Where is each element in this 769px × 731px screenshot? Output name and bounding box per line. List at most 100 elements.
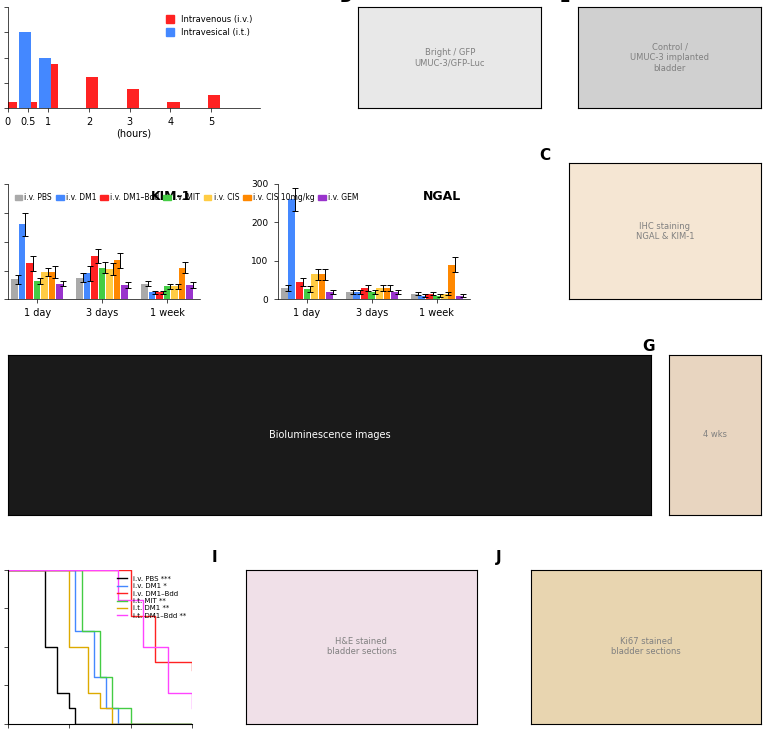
Bar (39, 58, 52, 108)
Text: D: D (340, 0, 352, 5)
i.v. DM1–Bdd (3, 565, 12, 574)
Bar (178, 268, 185, 300)
i.t. MIT ** (126, 719, 135, 728)
Bar (26, 263, 33, 300)
Text: H&E stained
bladder sections: H&E stained bladder sections (327, 637, 396, 656)
Bar (376, 288, 383, 300)
Bar (76, 278, 83, 300)
Bar (18, 32, 31, 108)
Text: Bright / GFP
UMUC-3/GFP-Luc: Bright / GFP UMUC-3/GFP-Luc (414, 48, 485, 67)
Bar (426, 294, 433, 300)
i.v. PBS *** (40, 643, 49, 651)
Line: i.v. DM1–Bdd: i.v. DM1–Bdd (8, 569, 192, 670)
i.t. MIT ** (3, 565, 12, 574)
i.v. DM1–Bdd (151, 658, 160, 667)
Bar (354, 292, 360, 300)
Line: i.v. PBS ***: i.v. PBS *** (8, 569, 192, 724)
i.v. PBS *** (65, 704, 74, 713)
Bar (441, 294, 448, 300)
i.v. DM1 * (89, 673, 98, 682)
i.t. DM1 ** (3, 565, 12, 574)
i.t. DM1 ** (83, 689, 92, 697)
Bar (311, 274, 318, 300)
Text: E: E (560, 0, 570, 5)
i.t. DM1–Bdd ** (188, 704, 197, 713)
Bar (86, 77, 98, 108)
Bar (48, 272, 55, 300)
i.t. MIT ** (77, 627, 86, 636)
Bar (346, 292, 353, 300)
Bar (148, 292, 155, 300)
i.v. DM1–Bdd (89, 565, 98, 574)
Bar (168, 102, 180, 108)
Bar (91, 256, 98, 300)
i.v. PBS *** (188, 719, 197, 728)
Bar (98, 268, 105, 300)
Bar (34, 281, 41, 300)
i.v. DM1 * (114, 719, 123, 728)
Bar (434, 295, 440, 300)
i.t. MIT ** (52, 565, 62, 574)
Text: KIM-1: KIM-1 (151, 189, 191, 202)
i.t. DM1 ** (95, 704, 105, 713)
i.v. PBS *** (3, 565, 12, 574)
Bar (368, 292, 375, 300)
Bar (391, 292, 398, 300)
Legend: Intravenous (i.v.), Intravesical (i.t.): Intravenous (i.v.), Intravesical (i.t.) (162, 12, 255, 40)
Bar (127, 89, 139, 108)
i.t. DM1 ** (188, 719, 197, 728)
Text: J: J (496, 550, 501, 565)
i.t. DM1 ** (46, 565, 55, 574)
Bar (361, 288, 368, 300)
Text: Bioluminescence images: Bioluminescence images (268, 430, 390, 439)
Bar (418, 295, 425, 300)
i.v. DM1–Bdd (188, 665, 197, 674)
Bar (25, 102, 38, 108)
Bar (326, 292, 333, 300)
Text: G: G (642, 339, 654, 355)
Bar (156, 292, 163, 300)
Bar (106, 269, 113, 300)
i.v. PBS *** (71, 719, 80, 728)
Bar (114, 260, 121, 300)
Bar (122, 285, 128, 300)
X-axis label: (hours): (hours) (116, 129, 151, 138)
Bar (456, 295, 463, 300)
Bar (296, 282, 303, 300)
Bar (318, 274, 325, 300)
Bar (448, 265, 455, 300)
Text: 4 wks: 4 wks (704, 430, 727, 439)
i.v. PBS *** (52, 689, 62, 697)
Bar (288, 200, 295, 300)
Bar (141, 284, 148, 300)
i.v. DM1 * (52, 565, 62, 574)
Bar (42, 272, 48, 300)
Line: i.v. DM1 *: i.v. DM1 * (8, 569, 192, 724)
Bar (304, 289, 311, 300)
i.v. DM1 * (188, 719, 197, 728)
Bar (384, 288, 391, 300)
Bar (186, 285, 193, 300)
i.t. MIT ** (188, 719, 197, 728)
Line: i.t. DM1 **: i.t. DM1 ** (8, 569, 192, 724)
Bar (208, 96, 220, 108)
i.t. DM1 ** (65, 643, 74, 651)
Text: NGAL: NGAL (422, 189, 461, 202)
Bar (281, 288, 288, 300)
Bar (84, 273, 90, 300)
i.v. DM1 * (3, 565, 12, 574)
i.t. DM1–Bdd ** (138, 643, 148, 651)
Bar (11, 279, 18, 300)
i.t. MIT ** (108, 704, 117, 713)
Bar (18, 224, 25, 300)
Text: Ki67 stained
bladder sections: Ki67 stained bladder sections (611, 637, 681, 656)
Bar (56, 284, 63, 300)
Bar (164, 287, 170, 300)
Text: I: I (211, 550, 217, 565)
i.v. DM1 * (102, 704, 111, 713)
i.t. DM1–Bdd ** (114, 596, 123, 605)
i.t. DM1–Bdd ** (163, 689, 172, 697)
i.t. MIT ** (95, 673, 105, 682)
i.t. DM1–Bdd ** (3, 565, 12, 574)
Legend: i.v. PBS, i.v. DM1, i.v. DM1–Bdd, i.v. MIT, i.v. CIS, i.v. CIS 10mg/kg, i.v. GEM: i.v. PBS, i.v. DM1, i.v. DM1–Bdd, i.v. M… (12, 190, 362, 205)
